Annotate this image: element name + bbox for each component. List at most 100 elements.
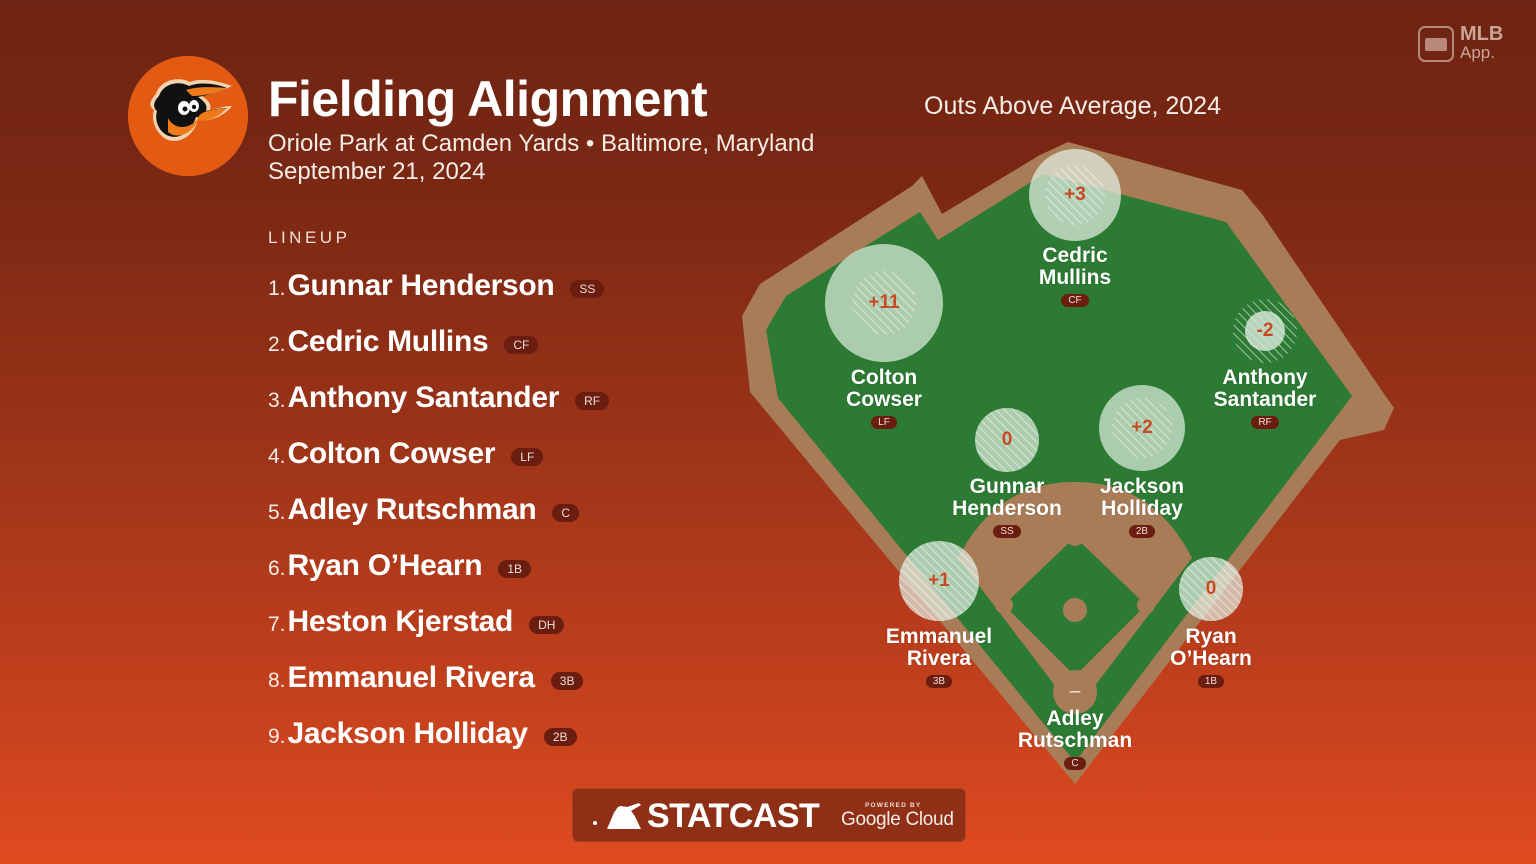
lineup-list: 1. Gunnar Henderson SS 2. Cedric Mullins… <box>268 258 610 762</box>
position-badge: 1B <box>498 560 532 578</box>
lineup-row: 6. Ryan O’Hearn 1B <box>268 538 609 594</box>
bubble-2b <box>1099 385 1185 471</box>
orioles-logo <box>128 56 248 176</box>
fielder-first-name: Colton <box>850 366 918 389</box>
mlb-app-line1: MLB <box>1460 23 1504 45</box>
chart-title: Outs Above Average, 2024 <box>924 92 1221 120</box>
batting-order: 1. <box>268 277 286 300</box>
lineup-row: 3. Anthony Santander RF <box>268 370 610 426</box>
fielder-first-name: Emmanuel <box>885 625 993 648</box>
player-name: Anthony Santander <box>287 381 560 414</box>
fielder-lf: Colton Cowser LF <box>794 367 974 430</box>
bubble-3b <box>899 541 979 621</box>
statcast-wordmark: STATCAST <box>647 797 820 835</box>
fielder-last-name: Santander <box>1213 388 1317 411</box>
batting-order: 7. <box>268 613 286 636</box>
batting-order: 9. <box>268 725 286 748</box>
venue-subtitle: Oriole Park at Camden Yards • Baltimore,… <box>268 130 815 157</box>
baseline-1b <box>1069 552 1192 712</box>
lineup-row: 5. Adley Rutschman C <box>268 482 609 538</box>
lineup-row: 9. Jackson Holliday 2B <box>268 706 609 762</box>
fielder-last-name: Rivera <box>906 647 972 670</box>
position-badge: RF <box>1251 416 1279 429</box>
oaa-value-2b: +2 <box>1131 417 1153 438</box>
position-badge: C <box>1064 757 1086 770</box>
position-badge: 2B <box>1128 525 1156 538</box>
lineup-row: 7. Heston Kjerstad DH <box>268 594 609 650</box>
fielder-last-name: Henderson <box>952 497 1062 520</box>
second-base-cutout <box>1066 528 1084 546</box>
position-badge: C <box>552 504 580 522</box>
bubble-1b <box>1179 557 1243 621</box>
player-name: Jackson Holliday <box>287 717 529 750</box>
statcast-banner: STATCAST POWERED BY Google Cloud <box>572 788 966 842</box>
baseline-3b <box>958 552 1081 712</box>
mlb-app-line2: App. <box>1460 43 1495 62</box>
position-badge: RF <box>575 392 610 410</box>
fielder-ss: Gunnar Henderson SS <box>917 476 1097 539</box>
position-badge: 1B <box>1197 675 1225 688</box>
third-base-cutout <box>995 596 1013 614</box>
fielder-first-name: Jackson <box>1099 475 1185 498</box>
position-badge: CF <box>504 336 539 354</box>
page-title: Fielding Alignment <box>268 71 708 127</box>
lineup-row: 2. Cedric Mullins CF <box>268 314 609 370</box>
position-badge: SS <box>570 280 605 298</box>
lineup-header: LINEUP <box>268 228 351 247</box>
position-badge: 3B <box>550 672 584 690</box>
mlb-batter-icon <box>607 803 641 829</box>
player-name: Colton Cowser <box>287 437 496 470</box>
pitchers-mound <box>1063 598 1087 622</box>
oaa-value-1b: 0 <box>1205 578 1217 599</box>
fielder-last-name: O’Hearn <box>1170 647 1252 670</box>
batting-order: 6. <box>268 557 286 580</box>
bubble-rf <box>1233 299 1297 363</box>
fielder-last-name: Cowser <box>846 388 922 411</box>
batting-order: 4. <box>268 445 286 468</box>
oaa-value-lf: +11 <box>868 292 900 313</box>
google-cloud-wordmark: Google Cloud <box>841 809 954 830</box>
dot-icon <box>593 821 597 825</box>
fielder-first-name: Gunnar <box>969 475 1045 498</box>
position-badge: DH <box>529 616 565 634</box>
player-name: Heston Kjerstad <box>287 605 514 638</box>
bubble-cf <box>1029 149 1121 241</box>
fielder-cf: Cedric Mullins CF <box>985 245 1165 308</box>
lineup-row: 4. Colton Cowser LF <box>268 426 609 482</box>
oaa-value-cf: +3 <box>1064 184 1086 205</box>
oaa-value-3b: +1 <box>928 570 950 591</box>
batting-order: 2. <box>268 333 286 356</box>
batting-order: 8. <box>268 669 286 692</box>
oaa-value-ss: 0 <box>1001 429 1013 450</box>
oaa-value-rf: -2 <box>1256 320 1274 341</box>
player-name: Cedric Mullins <box>287 325 489 358</box>
fielder-first-name: Adley <box>1046 707 1104 730</box>
bubble-ss <box>975 408 1039 472</box>
player-name: Adley Rutschman <box>287 493 537 526</box>
fielder-1b: Ryan O’Hearn 1B <box>1121 626 1301 689</box>
fielder-last-name: Rutschman <box>1017 729 1133 752</box>
game-date: September 21, 2024 <box>268 158 486 185</box>
fielder-2b: Jackson Holliday 2B <box>1052 476 1232 539</box>
player-name: Ryan O’Hearn <box>287 549 483 582</box>
home-plate-circle <box>1053 670 1097 714</box>
batting-order: 5. <box>268 501 286 524</box>
position-badge: 3B <box>925 675 953 688</box>
lineup-row: 1. Gunnar Henderson SS <box>268 258 609 314</box>
player-name: Emmanuel Rivera <box>287 661 536 694</box>
position-badge: LF <box>511 448 544 466</box>
fielder-first-name: Anthony <box>1222 366 1308 389</box>
oaa-value-c: – <box>1069 681 1081 702</box>
fielder-first-name: Ryan <box>1185 625 1237 648</box>
position-badge: 2B <box>543 728 577 746</box>
bubble-lf <box>825 244 943 362</box>
position-badge: SS <box>993 525 1021 538</box>
batting-order: 3. <box>268 389 286 412</box>
position-badge: LF <box>871 416 897 429</box>
fielder-last-name: Holliday <box>1101 497 1183 520</box>
player-name: Gunnar Henderson <box>287 269 555 302</box>
fielder-3b: Emmanuel Rivera 3B <box>849 626 1029 689</box>
oriole-bird-icon <box>128 56 248 176</box>
mlb-logo-icon <box>1418 26 1454 62</box>
